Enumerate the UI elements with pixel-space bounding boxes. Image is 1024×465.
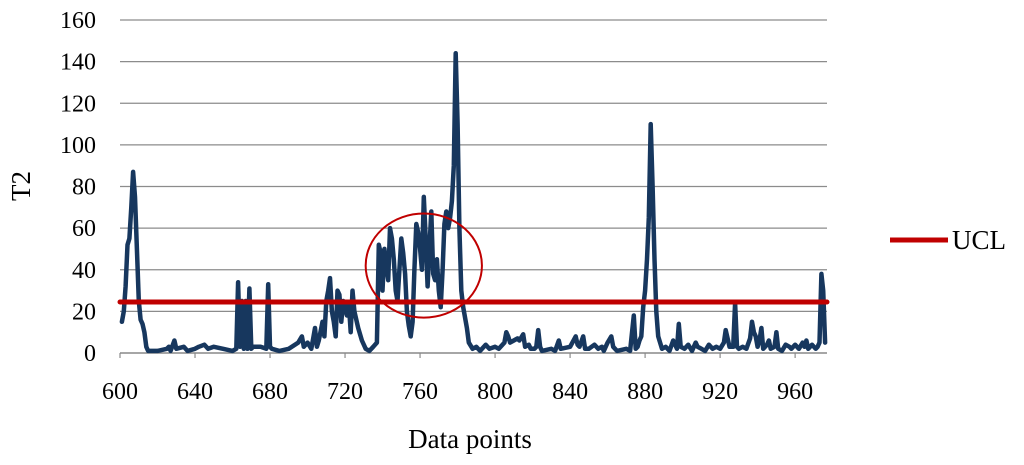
y-axis-title: T2 — [6, 171, 36, 201]
x-tick-label-640: 640 — [177, 379, 213, 405]
x-tick-label-600: 600 — [102, 379, 138, 405]
series-layer — [117, 51, 830, 354]
y-tick-label-100: 100 — [60, 133, 96, 159]
y-tick-labels: 0 20 40 60 80 100 120 140 160 — [60, 8, 96, 367]
x-axis-title: Data points — [408, 424, 532, 454]
x-tick-label-880: 880 — [627, 379, 663, 405]
x-tick-label-960: 960 — [777, 379, 813, 405]
x-tick-labels: 600 640 680 720 760 800 840 880 920 960 — [102, 353, 813, 405]
legend-label-ucl: UCL — [952, 225, 1006, 255]
highlight-ellipse — [364, 212, 483, 319]
x-tick-label-800: 800 — [477, 379, 513, 405]
x-tick-label-680: 680 — [252, 379, 288, 405]
gridlines — [120, 19, 827, 313]
y-tick-label-140: 140 — [60, 50, 96, 76]
y-tick-label-20: 20 — [72, 299, 96, 325]
x-tick-label-720: 720 — [327, 379, 363, 405]
x-tick-label-840: 840 — [552, 379, 588, 405]
y-tick-label-80: 80 — [72, 175, 96, 201]
y-tick-label-0: 0 — [84, 341, 96, 367]
y-tick-label-160: 160 — [60, 8, 96, 34]
y-tick-label-40: 40 — [72, 258, 96, 284]
y-tick-label-60: 60 — [72, 216, 96, 242]
legend: UCL — [890, 225, 1006, 255]
annotation-layer — [364, 212, 483, 319]
x-tick-label-760: 760 — [402, 379, 438, 405]
x-tick-label-920: 920 — [702, 379, 738, 405]
t2-series-line — [119, 51, 828, 354]
y-tick-label-120: 120 — [60, 91, 96, 117]
